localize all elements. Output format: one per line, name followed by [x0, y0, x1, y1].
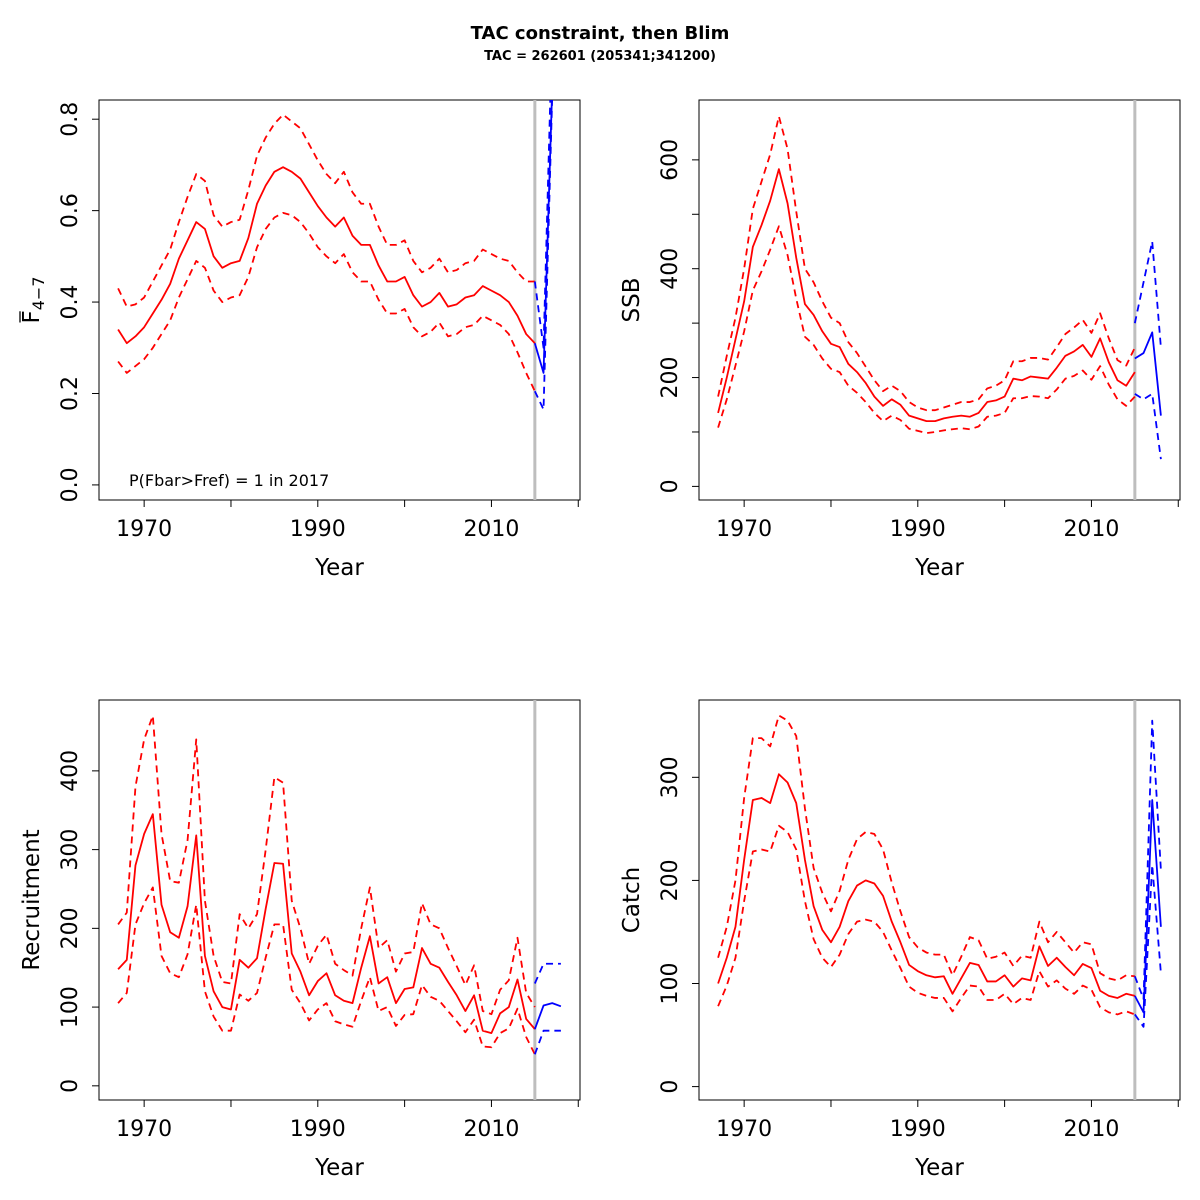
panel-catch: 1970 1990 2010 0 100 200 300 Year Catch: [619, 699, 1181, 1181]
recruitment-y-tick-label: 100: [58, 986, 83, 1028]
ssb-forecast-lower-line: [1134, 392, 1162, 460]
catch-data: [717, 714, 1162, 1028]
recruitment-y-axis-label: Recruitment: [19, 829, 45, 970]
catch-x-tick-label: 2010: [1063, 1117, 1119, 1142]
recruitment-forecast-lower-line: [534, 1029, 561, 1055]
recruitment-plot-frame: [98, 699, 581, 1101]
fbar-y-tick-label: 0.4: [58, 285, 83, 320]
ssb-y-tick-label: 600: [658, 139, 683, 181]
fbar-y-tick-label: 0.2: [58, 376, 83, 411]
ssb-y-tick-label: 400: [658, 248, 683, 290]
ssb-historic-median-line: [717, 168, 1136, 422]
recruitment-forecast-upper-line: [534, 962, 561, 984]
catch-historic-median-line: [717, 773, 1136, 999]
fbar-historic-lower-line: [117, 212, 536, 392]
fbar-y-tick-label: 0.8: [58, 102, 83, 137]
fbar-data: [117, 100, 554, 411]
catch-y-tick-label: 100: [658, 963, 683, 1005]
catch-x-tick-label: 1990: [890, 1117, 946, 1142]
ssb-x-tick-label: 1990: [890, 517, 946, 542]
recruitment-y-tick-label: 300: [58, 829, 83, 871]
recruitment-x-tick-label: 2010: [463, 1117, 519, 1142]
catch-y-tick-label: 300: [658, 756, 683, 798]
ssb-historic-upper-line: [717, 115, 1136, 412]
ssb-data: [717, 115, 1162, 460]
fbar-annotation: P(Fbar>Fref) = 1 in 2017: [129, 471, 329, 490]
catch-forecast-median-line: [1134, 799, 1162, 1014]
recruitment-y-tick-label: 200: [58, 907, 83, 949]
recruitment-y-tick-label: 400: [58, 750, 83, 792]
ssb-y-axis-label: SSB: [619, 278, 645, 323]
fbar-x-tick-label: 1970: [116, 517, 172, 542]
ssb-forecast-upper-line: [1133, 240, 1162, 348]
recruitment-x-tick-label: 1970: [116, 1117, 172, 1142]
ssb-y-tick-label: 0: [658, 479, 683, 493]
fbar-y-axis-label: F4−7: [19, 277, 48, 324]
catch-y-axis-label: Catch: [619, 867, 645, 933]
catch-y-tick-label: 0: [658, 1080, 683, 1094]
catch-plot-frame: [698, 699, 1181, 1101]
fbar-y-axis-label-main: F: [19, 310, 45, 323]
panel-ssb: 1970 1990 2010 0 200 400 600 Year SSB: [619, 99, 1181, 581]
fbar-historic-median-line: [117, 166, 536, 345]
recruitment-x-axis-label: Year: [314, 1155, 364, 1181]
ssb-x-axis-label: Year: [914, 555, 964, 581]
ssb-historic-lower-line: [717, 225, 1136, 434]
catch-historic-lower-line: [717, 824, 1136, 1016]
fbar-x-tick-label: 1990: [290, 517, 346, 542]
catch-forecast-lower-line: [1134, 864, 1162, 1028]
recruitment-y-tick-label: 0: [58, 1079, 83, 1093]
recruitment-historic-lower-line: [117, 886, 536, 1055]
recruitment-historic-upper-line: [117, 714, 536, 1016]
ssb-x-tick-label: 2010: [1063, 517, 1119, 542]
recruitment-data: [117, 714, 562, 1055]
ssb-plot-frame: [698, 99, 1181, 501]
catch-y-tick-label: 200: [658, 859, 683, 901]
catch-historic-upper-line: [717, 714, 1135, 982]
ssb-x-tick-label: 1970: [716, 517, 772, 542]
fbar-forecast-median-line: [533, 100, 553, 374]
panel-fbar: 1970 1990 2010 0.0 0.2 0.4 0.6 0.8 Year F4−7 P(Fba…: [19, 99, 581, 581]
fbar-y-axis-label-sub: 4−7: [29, 277, 48, 311]
ssb-forecast-median-line: [1134, 331, 1162, 416]
fbar-x-axis-label: Year: [314, 555, 364, 581]
ssb-y-tick-label: 200: [658, 357, 683, 399]
fbar-y-tick-label: 0.0: [58, 467, 83, 502]
catch-forecast-upper-line: [1134, 719, 1162, 1000]
figure-title: TAC constraint, then Blim: [471, 23, 730, 44]
catch-x-axis-label: Year: [914, 1155, 964, 1181]
recruitment-forecast-median-line: [534, 1002, 562, 1030]
panel-recruitment: 1970 1990 2010 0 100 200 300 400 Year Recruitment: [19, 699, 581, 1181]
catch-x-tick-label: 1970: [716, 1117, 772, 1142]
fbar-historic-upper-line: [117, 113, 535, 308]
recruitment-x-tick-label: 1990: [290, 1117, 346, 1142]
fbar-plot-frame: [98, 99, 581, 501]
fbar-x-tick-label: 2010: [463, 517, 519, 542]
recruitment-historic-median-line: [117, 813, 536, 1034]
figure-subtitle: TAC = 262601 (205341;341200): [484, 49, 716, 64]
fbar-y-tick-label: 0.6: [58, 193, 83, 228]
